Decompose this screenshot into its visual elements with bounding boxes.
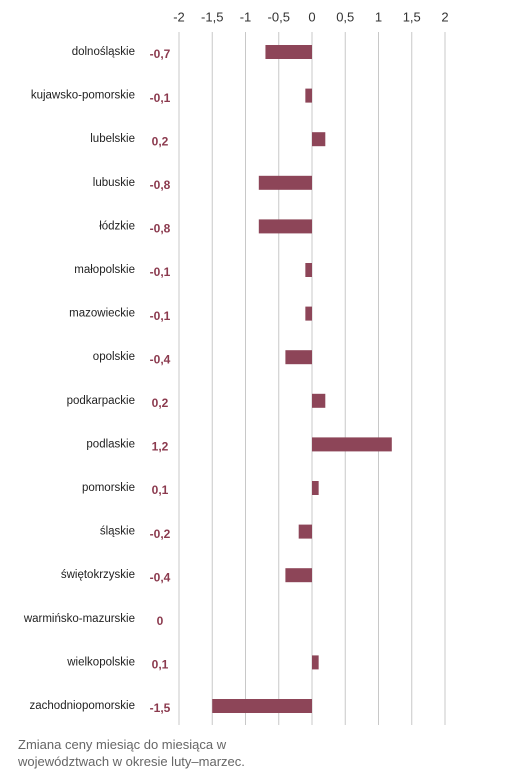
- value-label: -1,5: [150, 701, 171, 715]
- x-tick-label: 2: [441, 9, 448, 24]
- category-label: podlaskie: [86, 438, 135, 450]
- x-tick-label: -2: [173, 9, 185, 24]
- bar: [305, 263, 312, 277]
- x-tick-label: -1,5: [201, 9, 223, 24]
- bar: [258, 175, 312, 190]
- bar: [285, 350, 312, 365]
- chart: -2 -1,5 -1 -0,5 0 0,5 1 1,5 2 dolnośląskie -0,7 kuj…: [23, 9, 449, 725]
- category-label: małopolskie: [74, 264, 135, 276]
- x-tick-label: 0,5: [336, 9, 354, 24]
- category-label: lubelskie: [90, 133, 135, 145]
- x-tick-label: 1: [375, 9, 382, 24]
- category-label: mazowieckie: [69, 308, 135, 320]
- value-label: 0,1: [152, 658, 169, 672]
- x-tick-label: -1: [240, 9, 252, 24]
- bar: [312, 132, 326, 147]
- value-label: -0,1: [150, 309, 171, 323]
- value-label: -0,1: [150, 265, 171, 279]
- x-tick-label: 0: [308, 9, 315, 24]
- value-label: 0,1: [152, 483, 169, 497]
- value-label: 0,2: [152, 396, 169, 410]
- bar: [312, 393, 326, 408]
- bar: [265, 45, 312, 59]
- bar: [285, 568, 312, 583]
- category-label: wielkopolskie: [66, 656, 135, 668]
- category-label: opolskie: [93, 351, 135, 363]
- value-label: -0,2: [150, 527, 171, 541]
- category-label: łódzkie: [99, 220, 135, 232]
- bar: [298, 524, 312, 539]
- bar: [312, 655, 319, 670]
- x-tick-label: 1,5: [403, 9, 421, 24]
- bar: [258, 219, 312, 234]
- value-label: -0,7: [150, 47, 171, 61]
- category-label: lubuskie: [93, 177, 135, 189]
- value-label: -0,4: [150, 570, 171, 584]
- value-label: -0,4: [150, 352, 171, 366]
- bar: [312, 481, 319, 495]
- category-label: śląskie: [100, 526, 135, 538]
- category-label: zachodniopomorskie: [30, 700, 135, 712]
- category-label: dolnośląskie: [72, 46, 135, 58]
- bar: [212, 699, 312, 713]
- caption: Zmiana ceny miesiąc do miesiąca w wojewó…: [18, 737, 245, 769]
- value-label: -0,1: [150, 91, 171, 105]
- x-tick-label: -0,5: [268, 9, 290, 24]
- category-label: warmińsko-mazurskie: [23, 613, 135, 625]
- value-label: 0: [157, 614, 164, 628]
- category-label: świętokrzyskie: [61, 569, 135, 581]
- bar: [312, 437, 392, 452]
- bar: [305, 306, 312, 321]
- value-label: -0,8: [150, 222, 171, 236]
- category-label: pomorskie: [82, 482, 135, 494]
- value-label: 0,2: [152, 134, 169, 148]
- category-label: kujawsko-pomorskie: [31, 90, 135, 102]
- bar: [305, 88, 312, 103]
- value-label: 1,2: [152, 440, 169, 454]
- value-label: -0,8: [150, 178, 171, 192]
- category-label: podkarpackie: [67, 395, 135, 407]
